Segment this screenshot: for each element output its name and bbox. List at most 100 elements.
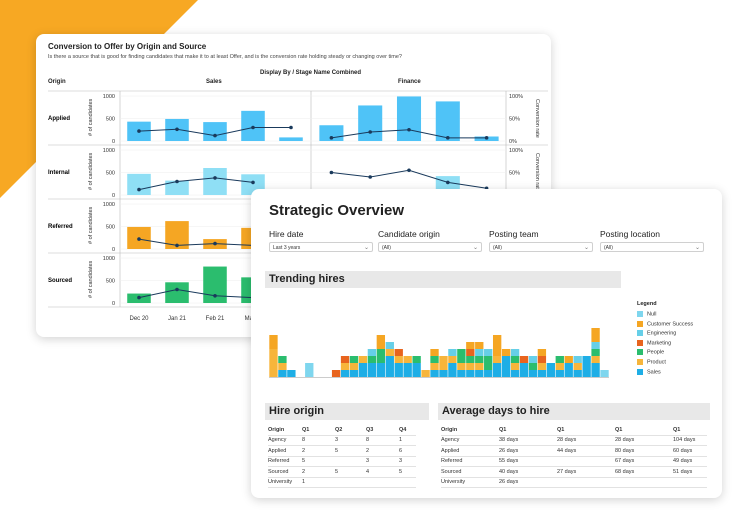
legend-swatch: [637, 349, 643, 356]
trend-bar-segment: [466, 363, 475, 370]
y-tick-label: 1000: [103, 256, 115, 262]
trend-bar-segment: [430, 370, 439, 377]
legend-label: Engineering: [647, 330, 677, 337]
trend-bar-segment: [278, 370, 287, 377]
y-tick-label: 0: [112, 193, 115, 199]
legend-item: Null: [637, 311, 656, 317]
y-axis-label: # of candidates: [88, 206, 94, 244]
table-cell: 26 days: [499, 445, 557, 457]
trend-bar-segment: [492, 356, 502, 363]
origin-row-label: Referred: [48, 224, 73, 230]
trend-bar-segment: [385, 349, 394, 356]
trend-bar-segment: [358, 356, 368, 363]
table-cell: [335, 456, 366, 467]
trend-bar-segment: [537, 356, 547, 363]
pct-tick-label: 50%: [509, 171, 520, 177]
legend-swatch: [637, 339, 643, 346]
trend-bar-segment: [394, 356, 403, 363]
hire-date-value: Last 3 years: [273, 245, 301, 251]
trend-bar-segment: [340, 363, 350, 370]
table-cell: 5: [399, 466, 416, 478]
column-header: Q2: [335, 425, 366, 436]
table-cell: 27 days: [557, 466, 615, 478]
trend-bar-segment: [403, 356, 412, 363]
table-row: Agency 8 3 8 1: [268, 435, 416, 446]
hire-origin-heading: Hire origin: [265, 403, 429, 420]
chart-bar: [165, 221, 189, 249]
table-cell: University: [268, 477, 302, 488]
legend-title: Legend: [637, 301, 657, 307]
table-cell: 2: [366, 445, 399, 457]
table-cell: 68 days: [615, 466, 673, 478]
table-cell: 3: [366, 456, 399, 467]
trending-hires-heading: Trending hires: [265, 271, 621, 288]
posting-location-value: (All): [604, 245, 613, 251]
display-by-label: Display By / Stage Name Combined: [260, 70, 362, 76]
candidate-origin-dropdown[interactable]: (All) ⌄: [378, 242, 482, 252]
trend-bar-segment: [501, 356, 511, 377]
column-header-sales: Sales: [206, 79, 222, 85]
conversion-line: [138, 288, 254, 299]
conversion-point: [137, 187, 141, 192]
candidate-origin-value: (All): [382, 245, 391, 251]
legend-swatch: [637, 368, 643, 375]
chevron-down-icon: ⌄: [694, 245, 700, 251]
avg-days-table: Origin Q1 Q1 Q1 Q1 Agency 38 days 28 days 28 day…: [441, 425, 707, 488]
trend-bar-segment: [385, 356, 394, 377]
trend-bar-segment: [466, 356, 475, 363]
column-header: Q1: [302, 425, 335, 436]
legend-label: Marketing: [647, 340, 672, 347]
conversion-point: [175, 127, 179, 132]
conversion-point: [446, 180, 450, 185]
chart-bar: [358, 105, 383, 141]
conversion-point: [213, 133, 217, 138]
table-cell: 28 days: [615, 435, 673, 446]
legend-item: Marketing: [637, 339, 672, 347]
legend-label: Null: [647, 311, 657, 318]
hire-date-dropdown[interactable]: Last 3 years ⌄: [269, 242, 373, 252]
trend-bar-segment: [278, 363, 287, 370]
x-tick-label: Feb 21: [206, 316, 225, 322]
pct-tick-label: 100%: [509, 148, 523, 154]
trend-bar-segment: [412, 363, 421, 377]
y-tick-label: 1000: [103, 94, 115, 100]
chart-bar: [203, 122, 227, 141]
trend-bar-segment: [385, 342, 394, 349]
conversion-point: [251, 180, 255, 185]
conversion-point: [175, 287, 179, 292]
posting-team-dropdown[interactable]: (All) ⌄: [489, 242, 593, 252]
trend-bar-segment: [591, 349, 600, 356]
trend-bar-segment: [528, 370, 538, 377]
table-cell: Agency: [441, 435, 499, 446]
trend-bar-segment: [582, 356, 591, 377]
trend-bar-segment: [448, 363, 457, 377]
table-cell: [399, 477, 416, 488]
chart-bar: [165, 180, 189, 195]
trend-bar-segment: [466, 342, 475, 349]
trend-bar-segment: [439, 370, 448, 377]
origin-row-label: Applied: [48, 116, 70, 122]
table-cell: 49 days: [673, 456, 707, 467]
trend-bar-segment: [591, 328, 600, 342]
trend-bar-segment: [394, 363, 403, 377]
legend-item: People: [637, 349, 664, 356]
trend-bar-segment: [403, 363, 412, 377]
trend-bar-segment: [358, 363, 368, 377]
table-cell: 2: [302, 445, 335, 457]
table-cell: 26 days: [499, 477, 557, 488]
legend-swatch: [637, 320, 643, 327]
table-cell: University: [441, 477, 499, 488]
trend-bar-segment: [430, 349, 439, 356]
posting-location-dropdown[interactable]: (All) ⌄: [600, 242, 704, 252]
conversion-point: [289, 125, 293, 130]
legend-swatch: [637, 311, 643, 317]
filter-label-hire-date: Hire date: [269, 229, 304, 239]
trend-bar-segment: [510, 349, 520, 356]
trend-bar-segment: [591, 363, 600, 377]
trend-bar-segment: [305, 363, 314, 377]
table-cell: Agency: [268, 435, 302, 446]
trend-bar-segment: [457, 363, 466, 370]
trend-bar-segment: [510, 363, 520, 370]
page-title: Strategic Overview: [269, 202, 405, 219]
table-cell: [366, 477, 399, 488]
